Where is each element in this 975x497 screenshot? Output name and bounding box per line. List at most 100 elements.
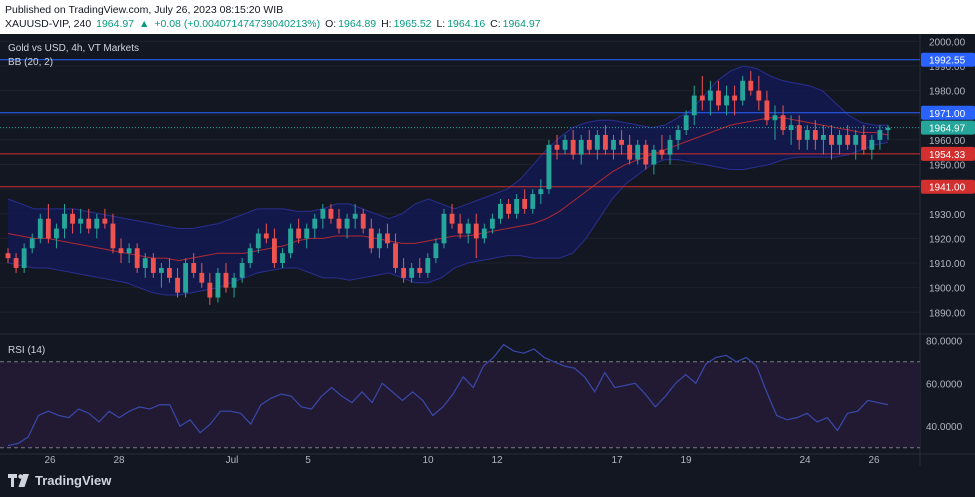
last-price-tag — [921, 120, 975, 135]
candle-body — [619, 139, 624, 145]
candle-body — [37, 218, 43, 239]
price-tick-label: 1980.00 — [929, 87, 966, 98]
candle-body — [13, 258, 19, 268]
time-tick-label: Jul — [226, 455, 239, 466]
candle-body — [845, 134, 851, 145]
candle-body — [417, 267, 423, 273]
price-tick-label: 1950.00 — [929, 161, 966, 172]
candle-body — [869, 139, 875, 150]
candle-body — [231, 277, 237, 288]
symbol: XAUUSD-VIP, 240 — [5, 18, 92, 30]
candle-body — [70, 213, 76, 224]
candle-body — [62, 213, 67, 229]
price-tick-label: 1920.00 — [929, 234, 966, 245]
level-price-tag — [921, 52, 975, 67]
candle-body — [659, 149, 665, 155]
candle-body — [78, 218, 84, 224]
level-price-label: 1971.00 — [929, 109, 966, 120]
time-tick-label: 12 — [491, 455, 503, 466]
candle-body — [473, 223, 479, 239]
candle-body — [716, 90, 721, 106]
candle-body — [263, 233, 269, 239]
tradingview-brand: TradingView — [35, 473, 112, 488]
price-tick-label: 1900.00 — [929, 284, 966, 295]
candle-body — [449, 213, 455, 224]
candle-body — [175, 277, 180, 293]
candle-body — [312, 218, 318, 229]
candle-body — [199, 272, 205, 283]
candle-body — [441, 213, 447, 244]
price-tick-label: 1910.00 — [929, 259, 966, 270]
candle-body — [578, 139, 584, 155]
candle-body — [812, 130, 818, 140]
candle-body — [853, 134, 859, 145]
candle-body — [498, 203, 503, 219]
candle-body — [877, 130, 883, 140]
low-value: 1964.16 — [447, 18, 486, 30]
rsi-line — [7, 343, 889, 447]
tradingview-logo-icon — [8, 474, 29, 487]
candle-body — [296, 228, 302, 239]
time-tick-label: 28 — [113, 455, 125, 466]
time-tick-label: 26 — [44, 455, 56, 466]
candle-body — [118, 248, 124, 254]
candle-body — [594, 134, 600, 150]
candle-body — [514, 199, 520, 214]
candle-body — [433, 243, 439, 259]
candle-body — [183, 263, 189, 293]
candle-body — [675, 130, 681, 140]
candle-body — [570, 139, 576, 155]
price-tick-label: 1930.00 — [929, 210, 966, 221]
candle-body — [667, 139, 673, 155]
candle-body — [780, 115, 786, 131]
level-price-tag — [921, 105, 975, 120]
bb-legend: BB (20, 2) — [8, 57, 54, 68]
candle-body — [368, 228, 374, 249]
candle-body — [272, 238, 277, 264]
candle-body — [820, 134, 826, 140]
candle-body — [409, 267, 415, 278]
last-price-label: 1964.97 — [929, 124, 966, 135]
candle-body — [683, 115, 689, 131]
candle-body — [554, 144, 560, 150]
close-value: 1964.97 — [502, 18, 541, 30]
candle-body — [481, 228, 487, 239]
candle-body — [772, 115, 778, 121]
candle-body — [45, 218, 51, 239]
time-tick-label: 10 — [422, 455, 434, 466]
candle-body — [788, 125, 794, 131]
published-info: Published on TradingView.com, July 26, 2… — [5, 4, 284, 16]
high-label: H: — [381, 18, 392, 30]
time-tick-label: 5 — [305, 455, 311, 466]
candle-body — [748, 80, 754, 91]
candle-body — [724, 95, 729, 106]
candle-body — [223, 272, 229, 288]
candle-body — [530, 194, 536, 209]
candle-body — [635, 144, 641, 160]
close-label: C: — [490, 18, 501, 30]
level-price-label: 1992.55 — [929, 56, 966, 67]
tradingview-logo[interactable]: TradingView — [8, 473, 111, 488]
candle-body — [522, 199, 528, 209]
publish-header: Published on TradingView.com, July 26, 2… — [0, 0, 975, 34]
chart-canvas[interactable]: 1890.00 1900.00 1910.00 1920.00 1930.00 19 40.… — [0, 34, 975, 466]
candle-body — [167, 267, 172, 278]
candle-body — [804, 130, 810, 140]
candle-body — [627, 144, 633, 160]
candle-body — [489, 218, 495, 229]
candle-body — [344, 218, 350, 229]
rsi-tick-label: 80.0000 — [926, 336, 963, 347]
candle-body — [756, 90, 762, 101]
level-price-label: 1941.00 — [929, 183, 966, 194]
candle-body — [837, 134, 842, 145]
last-price: 1964.97 — [96, 18, 135, 30]
candle-body — [110, 223, 116, 249]
candle-body — [150, 258, 156, 273]
candle-body — [207, 282, 213, 298]
candle-body — [86, 218, 92, 229]
candle-body — [691, 95, 697, 116]
candle-body — [707, 90, 713, 101]
level-price-tag — [921, 146, 975, 161]
candle-body — [740, 80, 746, 101]
candle-body — [764, 100, 770, 121]
